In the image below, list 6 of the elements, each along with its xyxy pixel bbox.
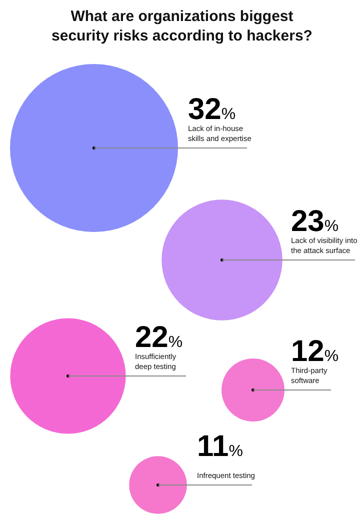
data-label: 22% bbox=[135, 321, 183, 354]
data-label: 11% bbox=[197, 430, 243, 463]
data-label: 23% bbox=[291, 205, 339, 238]
text: What are organizations biggest security risks according to hackers? bbox=[52, 8, 312, 44]
data-label: 32% bbox=[188, 93, 236, 126]
data-label: 12% bbox=[291, 335, 339, 368]
